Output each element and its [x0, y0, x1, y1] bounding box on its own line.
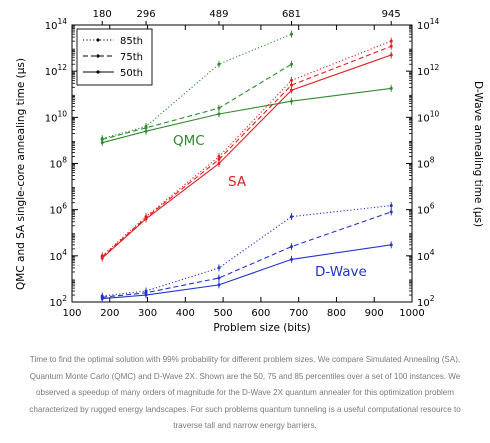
top-tick-label: 681	[282, 9, 301, 20]
sa-series-50th-point	[217, 162, 221, 165]
left-axis-tick-label: 104	[49, 248, 67, 263]
sa-series-50th-point	[144, 217, 148, 221]
x-tick-label: 800	[327, 308, 346, 319]
qmc-series-50th-point	[289, 99, 293, 103]
right-axis-tick-label: 106	[417, 202, 435, 217]
qmc-series-50th-point	[100, 141, 104, 145]
qmc-series-75th-point	[217, 106, 221, 110]
sa-series-85th-point	[389, 39, 393, 43]
dwave-series-75th-point	[289, 245, 293, 249]
left-axis-label: QMC and SA single-core annealing time (μ…	[15, 58, 27, 290]
right-axis-ticks: 102 104 106 108 1010 1012 1014	[406, 17, 440, 309]
legend: 85th 75th 50th	[76, 28, 153, 86]
qmc-series-85th-point	[217, 62, 221, 66]
qmc-series-50th-point	[144, 129, 148, 133]
dwave-group-label: D-Wave	[315, 264, 367, 280]
right-axis-tick-label: 102	[417, 294, 435, 309]
dwave-series-75th-line	[102, 211, 392, 298]
dwave-series-85th-point	[217, 266, 221, 270]
left-axis-tick-label: 106	[49, 202, 67, 217]
x-tick-label: 700	[289, 308, 308, 319]
qmc-series-50th-point	[389, 86, 393, 90]
sa-series-75th-point	[217, 157, 221, 161]
x-tick-label: 200	[100, 308, 119, 319]
chart: 100 200 300 400 500 600 700 800 900 1000 180 296 48…	[15, 9, 484, 334]
top-tick-label: 296	[136, 9, 155, 20]
left-axis-ticks: 102 104 106 108 1010 1012 1014	[45, 17, 78, 309]
legend-label-85th: 85th	[120, 36, 143, 47]
dwave-series-50th-point	[100, 297, 104, 301]
qmc-series-75th-line	[102, 63, 292, 141]
dwave-series-50th-point	[289, 257, 293, 261]
right-axis-tick-label: 1010	[417, 109, 440, 124]
left-axis-tick-label: 102	[49, 294, 67, 309]
sa-series-85th-point	[289, 78, 293, 82]
dwave-series-50th-point	[389, 243, 393, 247]
x-tick-label: 900	[365, 308, 384, 319]
x-tick-label: 400	[176, 308, 195, 319]
top-tick-label: 180	[93, 9, 112, 20]
sa-series-75th-point	[389, 44, 393, 48]
x-axis-ticks: 100 200 300 400 500 600 700 800 900 1000	[62, 25, 425, 319]
right-axis-tick-label: 1014	[417, 17, 440, 32]
sa-series-50th-line	[101, 54, 392, 259]
legend-marker-85th	[96, 38, 100, 42]
right-axis-tick-label: 104	[417, 248, 435, 263]
legend-box	[76, 28, 153, 86]
legend-label-50th: 50th	[120, 68, 143, 79]
right-axis-label: D-Wave annealing time (μs)	[472, 81, 484, 227]
x-tick-label: 300	[138, 308, 157, 319]
legend-marker-75th	[96, 54, 100, 58]
x-tick-label: 600	[251, 308, 270, 319]
left-axis-tick-label: 1014	[45, 17, 68, 32]
dwave-series-85th-point	[389, 204, 393, 208]
top-tick-label: 489	[209, 9, 228, 20]
dwave-series-75th-point	[217, 276, 221, 280]
left-axis-tick-label: 1012	[45, 63, 68, 78]
group-labels: QMC SA D-Wave	[173, 133, 367, 280]
dwave-series-50th-point	[217, 283, 221, 287]
x-axis-label: Problem size (bits)	[213, 322, 310, 334]
qmc-series-50th-line	[102, 87, 392, 144]
top-tick-label: 945	[382, 9, 401, 20]
sa-group-label: SA	[228, 174, 247, 190]
qmc-series-75th-point	[289, 62, 293, 66]
qmc-series-85th-point	[289, 32, 293, 36]
dwave-series-75th-point	[389, 210, 393, 214]
legend-marker-50th	[96, 70, 100, 74]
x-tick-label: 1000	[399, 308, 424, 319]
qmc-series-50th-point	[217, 112, 221, 116]
top-axis-ticks: 180 296 489 681 945	[93, 9, 401, 25]
right-axis-tick-label: 1012	[417, 63, 440, 78]
right-axis-tick-label: 108	[417, 156, 435, 171]
sa-series-75th-point	[289, 83, 293, 87]
qmc-series-85th-line	[102, 33, 292, 140]
sa-series-50th-point	[289, 88, 293, 92]
sa-series-50th-point	[389, 53, 393, 57]
x-tick-label: 500	[214, 308, 233, 319]
left-axis-tick-label: 1010	[45, 109, 68, 124]
legend-label-75th: 75th	[120, 52, 143, 63]
sa-series-50th-point	[100, 256, 104, 260]
dwave-series-85th-point	[289, 215, 293, 219]
left-axis-tick-label: 108	[49, 156, 67, 171]
qmc-group-label: QMC	[173, 133, 205, 149]
figure-caption: Time to find the optimal solution with 9…	[29, 355, 461, 430]
x-tick-label: 100	[62, 308, 81, 319]
dwave-series-50th-point	[144, 293, 148, 297]
series-layer	[100, 30, 393, 303]
